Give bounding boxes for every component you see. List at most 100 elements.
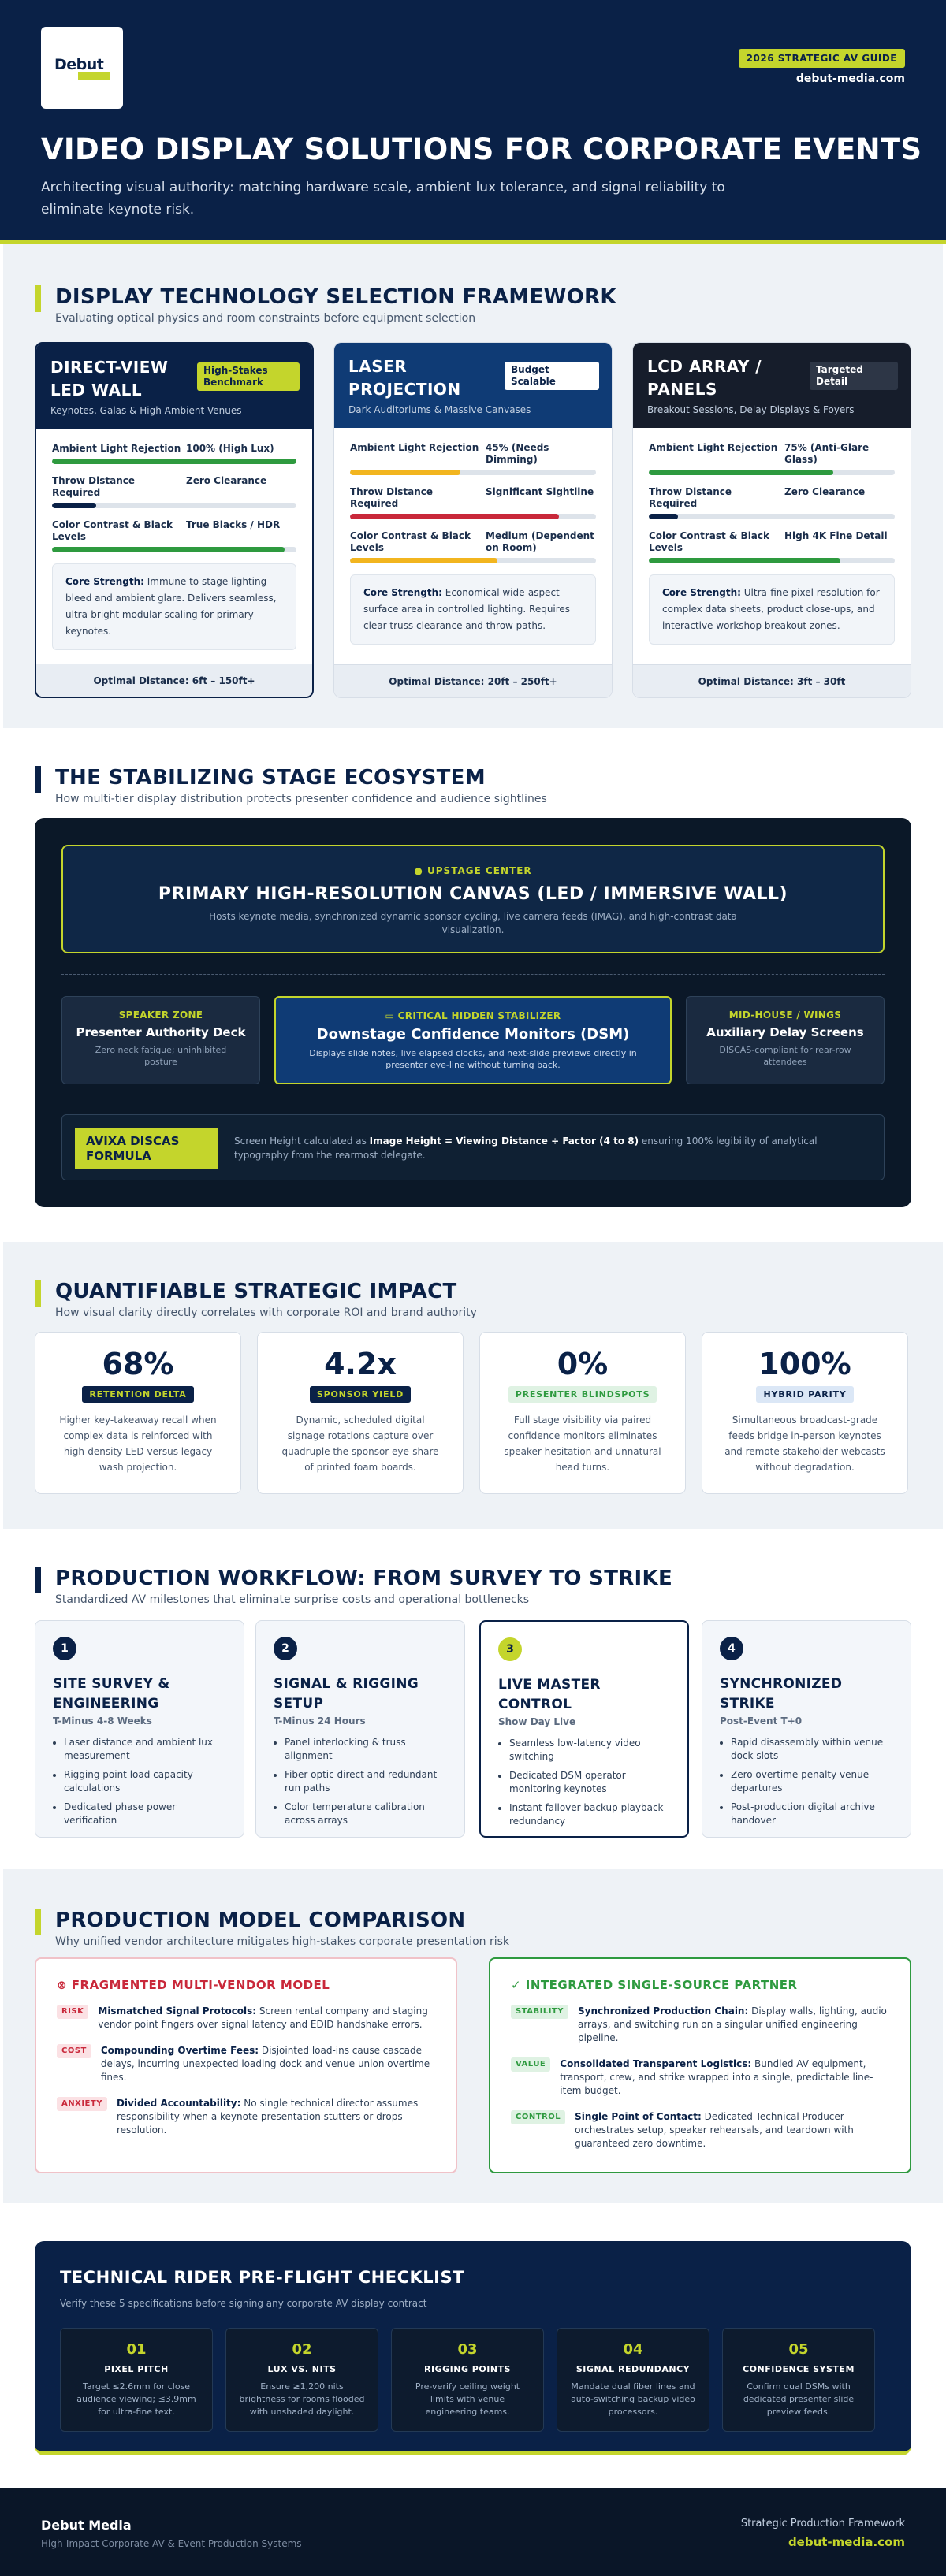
metric-value: 45% (Needs Dimming) bbox=[486, 442, 549, 465]
tech-card-led[interactable]: DIRECT-VIEW LED WALL High-Stakes Benchma… bbox=[35, 342, 314, 698]
row-heading: Consolidated Transparent Logistics: bbox=[560, 2058, 752, 2069]
card-footer: Optimal Distance: 20ft – 250ft+ bbox=[334, 664, 612, 697]
section-title: PRODUCTION MODEL COMPARISON bbox=[55, 1909, 466, 1932]
comparison-row: ANXIETY Divided Accountability: No singl… bbox=[57, 2097, 435, 2137]
stat-tag: HYBRID PARITY bbox=[756, 1386, 854, 1403]
cost-tag: COST bbox=[57, 2044, 91, 2058]
stat-tag: RETENTION DELTA bbox=[82, 1386, 194, 1403]
speaker-zone: SPEAKER ZONE Presenter Authority Deck Ze… bbox=[61, 996, 260, 1084]
page-footer: Debut Media High-Impact Corporate AV & E… bbox=[0, 2488, 946, 2576]
card-title: ⊗ FRAGMENTED MULTI-VENDOR MODEL bbox=[57, 1978, 435, 1992]
value-tag: VALUE bbox=[511, 2057, 551, 2072]
step-title: SYNCHRONIZED STRIKE bbox=[720, 1676, 843, 1712]
item-desc: Mandate dual fiber lines and auto-switch… bbox=[571, 2381, 695, 2417]
stat-card: 4.2x SPONSOR YIELD Dynamic, scheduled di… bbox=[257, 1332, 464, 1494]
strength-label: Core Strength: bbox=[65, 576, 144, 587]
row-heading: Divided Accountability: bbox=[116, 2098, 241, 2109]
row-heading: Compounding Overtime Fees: bbox=[100, 2045, 259, 2056]
section-accent-bar bbox=[35, 766, 41, 793]
stability-tag: STABILITY bbox=[511, 2005, 568, 2019]
row-text: Consolidated Transparent Logistics: Bund… bbox=[560, 2057, 889, 2098]
canvas-tag: ● UPSTAGE CENTER bbox=[63, 865, 883, 876]
metric-bar bbox=[649, 470, 833, 475]
metric: Color Contrast & Black Levels High 4K Fin… bbox=[649, 530, 895, 563]
card-venue: Keynotes, Galas & High Ambient Venues bbox=[50, 405, 242, 416]
row-heading: Synchronized Production Chain: bbox=[577, 2005, 749, 2017]
metric-label: Color Contrast & Black Levels bbox=[350, 530, 471, 553]
core-strength: Core Strength: Ultra-fine pixel resoluti… bbox=[649, 574, 895, 645]
step-time: Post-Event T+0 bbox=[720, 1715, 803, 1727]
footer-site-link[interactable]: debut-media.com bbox=[788, 2535, 905, 2549]
item-title: SIGNAL REDUNDANCY bbox=[575, 2364, 691, 2374]
section-subtitle: Why unified vendor architecture mitigate… bbox=[55, 1935, 510, 1948]
list-item: Post-production digital archive handover bbox=[731, 1801, 893, 1827]
row-desc: No single technical director assumes res… bbox=[116, 2098, 419, 2136]
card-body: Ambient Light Rejection 45% (Needs Dimmin… bbox=[334, 428, 612, 645]
zone-desc: Zero neck fatigue; uninhibited posture bbox=[95, 1045, 227, 1067]
step-time: T-Minus 4-8 Weeks bbox=[53, 1715, 152, 1727]
card-title: LCD ARRAY / PANELS bbox=[647, 357, 762, 399]
stat-value: 0% bbox=[557, 1347, 609, 1381]
checklist-item: 04 SIGNAL REDUNDANCY Mandate dual fiber … bbox=[557, 2328, 710, 2432]
canvas-tag-label: UPSTAGE CENTER bbox=[427, 865, 532, 876]
stat-value: 4.2x bbox=[324, 1347, 397, 1381]
step-list: Rapid disassembly within venue dock slot… bbox=[720, 1736, 893, 1827]
section-subtitle: Standardized AV milestones that eliminat… bbox=[55, 1593, 530, 1606]
canvas-desc: Hosts keynote media, synchronized dynami… bbox=[209, 911, 737, 935]
stat-card: 68% RETENTION DELTA Higher key-takeaway … bbox=[35, 1332, 241, 1494]
page-subtitle: Architecting visual authority: matching … bbox=[41, 180, 725, 217]
list-item: Rapid disassembly within venue dock slot… bbox=[731, 1736, 893, 1763]
section-title: PRODUCTION WORKFLOW: FROM SURVEY TO STRI… bbox=[55, 1567, 673, 1590]
zone-tag: MID-HOUSE / WINGS bbox=[728, 1009, 842, 1020]
card-title: DIRECT-VIEW LED WALL bbox=[50, 358, 169, 400]
list-item: Dedicated phase power verification bbox=[64, 1801, 226, 1827]
site-link[interactable]: debut-media.com bbox=[795, 72, 905, 85]
list-item: Laser distance and ambient lux measureme… bbox=[64, 1736, 226, 1763]
dot-icon: ● bbox=[414, 865, 428, 876]
list-item: Color temperature calibration across arr… bbox=[285, 1801, 447, 1827]
metric-label: Ambient Light Rejection bbox=[350, 442, 479, 453]
item-number: 04 bbox=[623, 2341, 643, 2358]
row-text: Compounding Overtime Fees: Disjointed lo… bbox=[101, 2044, 435, 2084]
page-title: VIDEO DISPLAY SOLUTIONS FOR CORPORATE EV… bbox=[41, 132, 922, 166]
metric-value: Medium (Dependent on Room) bbox=[486, 530, 594, 553]
stage-divider bbox=[61, 974, 885, 975]
row-desc: Screen rental company and staging vendor… bbox=[98, 2005, 428, 2030]
stat-desc: Full stage visibility via paired confide… bbox=[504, 1414, 661, 1473]
monitor-icon: ▭ bbox=[385, 1010, 398, 1021]
strength-label: Core Strength: bbox=[662, 587, 741, 598]
metric-value: Zero Clearance bbox=[784, 486, 866, 497]
tech-card-laser[interactable]: LASER PROJECTION Budget Scalable Dark Au… bbox=[333, 342, 613, 698]
card-header: LASER PROJECTION Budget Scalable Dark Au… bbox=[334, 343, 612, 428]
checklist-item: 05 CONFIDENCE SYSTEM Confirm dual DSMs w… bbox=[722, 2328, 875, 2432]
formula-pre: Screen Height calculated as bbox=[234, 1136, 370, 1147]
footer-brand: Debut Media bbox=[41, 2518, 132, 2533]
zone-tag: SPEAKER ZONE bbox=[118, 1009, 203, 1020]
metric-bar bbox=[52, 459, 296, 464]
tech-card-lcd[interactable]: LCD ARRAY / PANELS Targeted Detail Break… bbox=[632, 342, 911, 698]
logo[interactable]: Debut bbox=[41, 27, 123, 109]
framework-section: DISPLAY TECHNOLOGY SELECTION FRAMEWORK E… bbox=[0, 244, 946, 728]
section-subtitle: How visual clarity directly correlates w… bbox=[55, 1307, 477, 1319]
stat-tag: PRESENTER BLINDSPOTS bbox=[508, 1386, 657, 1403]
strength-text: Immune to stage lighting bleed and ambie… bbox=[65, 576, 277, 637]
section-title: DISPLAY TECHNOLOGY SELECTION FRAMEWORK bbox=[55, 285, 616, 309]
core-strength: Core Strength: Economical wide-aspect su… bbox=[350, 574, 596, 645]
card-badge: High-Stakes Benchmark bbox=[197, 362, 300, 391]
strength-text: Ultra-fine pixel resolution for complex … bbox=[662, 587, 880, 631]
list-item: Seamless low-latency video switching bbox=[509, 1737, 670, 1764]
control-tag: CONTROL bbox=[511, 2110, 566, 2124]
stat-desc: Dynamic, scheduled digital signage rotat… bbox=[281, 1414, 439, 1473]
metric-bar bbox=[350, 558, 498, 563]
list-item: Rigging point load capacity calculations bbox=[64, 1768, 226, 1795]
row-heading: Single Point of Contact: bbox=[575, 2111, 702, 2122]
list-item: Dedicated DSM operator monitoring keynot… bbox=[509, 1769, 670, 1796]
metric-bar bbox=[52, 503, 96, 508]
card-footer: Optimal Distance: 6ft – 150ft+ bbox=[36, 664, 312, 697]
item-number: 02 bbox=[292, 2341, 312, 2358]
section-accent-bar bbox=[35, 1909, 41, 1935]
formula-equation: Image Height = Viewing Distance ÷ Factor… bbox=[369, 1136, 639, 1147]
section-title: THE STABILIZING STAGE ECOSYSTEM bbox=[55, 766, 486, 790]
metric-label: Ambient Light Rejection bbox=[52, 443, 181, 454]
checklist-item: 01 PIXEL PITCH Target ≤2.6mm for close a… bbox=[60, 2328, 213, 2432]
